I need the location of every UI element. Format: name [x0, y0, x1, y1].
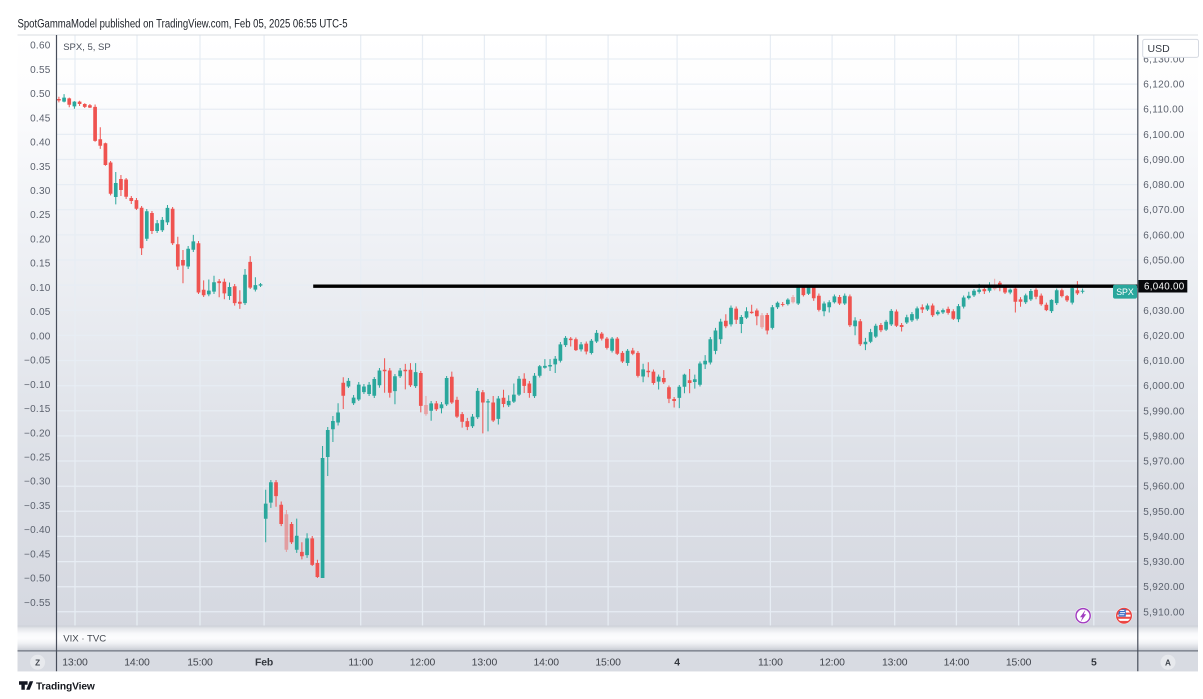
svg-text:0.60: 0.60 [30, 41, 51, 52]
svg-text:0.15: 0.15 [30, 259, 51, 270]
svg-text:6,080.00: 6,080.00 [1143, 180, 1184, 191]
svg-text:SPX, 5, SP: SPX, 5, SP [63, 42, 111, 53]
svg-text:−0.40: −0.40 [24, 525, 51, 536]
svg-text:12:00: 12:00 [819, 658, 845, 669]
svg-text:−0.30: −0.30 [24, 477, 51, 488]
svg-text:6,000.00: 6,000.00 [1143, 381, 1184, 392]
svg-text:13:00: 13:00 [472, 658, 498, 669]
svg-text:11:00: 11:00 [348, 658, 373, 669]
svg-text:5,970.00: 5,970.00 [1143, 457, 1184, 468]
svg-text:5,930.00: 5,930.00 [1143, 557, 1184, 568]
svg-text:−0.55: −0.55 [24, 598, 51, 609]
svg-text:14:00: 14:00 [124, 658, 150, 669]
svg-text:5,960.00: 5,960.00 [1143, 482, 1184, 493]
svg-text:−0.05: −0.05 [24, 356, 51, 367]
svg-text:0.45: 0.45 [30, 113, 51, 124]
svg-text:6,050.00: 6,050.00 [1143, 256, 1184, 267]
svg-text:0.40: 0.40 [30, 138, 51, 149]
svg-text:5: 5 [1091, 658, 1097, 669]
svg-text:−0.15: −0.15 [24, 404, 51, 415]
svg-text:5,940.00: 5,940.00 [1143, 532, 1184, 543]
svg-text:0.10: 0.10 [30, 283, 51, 294]
svg-text:5,950.00: 5,950.00 [1143, 507, 1184, 518]
svg-text:−0.50: −0.50 [24, 574, 51, 585]
svg-text:Z: Z [35, 658, 40, 667]
svg-text:6,040.00: 6,040.00 [1144, 282, 1185, 293]
svg-text:6,030.00: 6,030.00 [1143, 306, 1184, 317]
svg-text:0.50: 0.50 [30, 89, 51, 100]
svg-text:−0.25: −0.25 [24, 453, 51, 464]
svg-text:0.30: 0.30 [30, 186, 51, 197]
svg-text:5,920.00: 5,920.00 [1143, 582, 1184, 593]
svg-text:15:00: 15:00 [1006, 658, 1032, 669]
svg-text:12:00: 12:00 [410, 658, 436, 669]
svg-text:−0.20: −0.20 [24, 428, 51, 439]
svg-text:SPX: SPX [1116, 287, 1134, 297]
svg-text:0.55: 0.55 [30, 65, 51, 76]
svg-text:5,980.00: 5,980.00 [1143, 431, 1184, 442]
svg-text:0.25: 0.25 [30, 210, 51, 221]
svg-text:0.35: 0.35 [30, 162, 51, 173]
svg-text:TradingView: TradingView [36, 682, 95, 693]
svg-text:15:00: 15:00 [187, 658, 213, 669]
svg-text:6,070.00: 6,070.00 [1143, 205, 1184, 216]
svg-text:6,090.00: 6,090.00 [1143, 155, 1184, 166]
svg-text:6,060.00: 6,060.00 [1143, 230, 1184, 241]
svg-text:6,130.00: 6,130.00 [1143, 55, 1184, 66]
svg-text:6,020.00: 6,020.00 [1143, 331, 1184, 342]
svg-text:USD: USD [1148, 43, 1171, 55]
svg-text:6,010.00: 6,010.00 [1143, 356, 1184, 367]
svg-text:VIX · TVC: VIX · TVC [63, 633, 106, 644]
svg-text:0.20: 0.20 [30, 234, 51, 245]
svg-text:11:00: 11:00 [758, 658, 783, 669]
svg-text:14:00: 14:00 [944, 658, 970, 669]
svg-text:−0.10: −0.10 [24, 380, 51, 391]
svg-text:13:00: 13:00 [882, 658, 908, 669]
svg-text:0.05: 0.05 [30, 307, 51, 318]
svg-text:5,910.00: 5,910.00 [1143, 607, 1184, 618]
svg-text:−0.45: −0.45 [24, 549, 51, 560]
svg-text:6,100.00: 6,100.00 [1143, 130, 1184, 141]
svg-text:14:00: 14:00 [533, 658, 559, 669]
svg-text:4: 4 [674, 658, 680, 669]
svg-text:SpotGammaModel published on Tr: SpotGammaModel published on TradingView.… [18, 17, 348, 31]
svg-text:A: A [1165, 658, 1171, 667]
svg-text:−0.35: −0.35 [24, 501, 51, 512]
svg-text:5,990.00: 5,990.00 [1143, 406, 1184, 417]
svg-text:0.00: 0.00 [30, 331, 51, 342]
svg-text:Feb: Feb [255, 658, 273, 669]
svg-text:13:00: 13:00 [62, 658, 88, 669]
svg-text:15:00: 15:00 [595, 658, 621, 669]
svg-text:6,120.00: 6,120.00 [1143, 80, 1184, 91]
svg-text:6,110.00: 6,110.00 [1143, 105, 1184, 116]
